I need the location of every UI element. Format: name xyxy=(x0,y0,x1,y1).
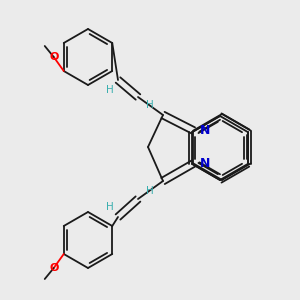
Text: O: O xyxy=(49,52,58,62)
Text: H: H xyxy=(106,202,114,212)
Text: N: N xyxy=(200,157,210,170)
Text: H: H xyxy=(106,85,114,95)
Text: H: H xyxy=(146,186,154,196)
Text: H: H xyxy=(146,100,154,110)
Text: N: N xyxy=(200,124,210,137)
Text: O: O xyxy=(49,263,58,273)
